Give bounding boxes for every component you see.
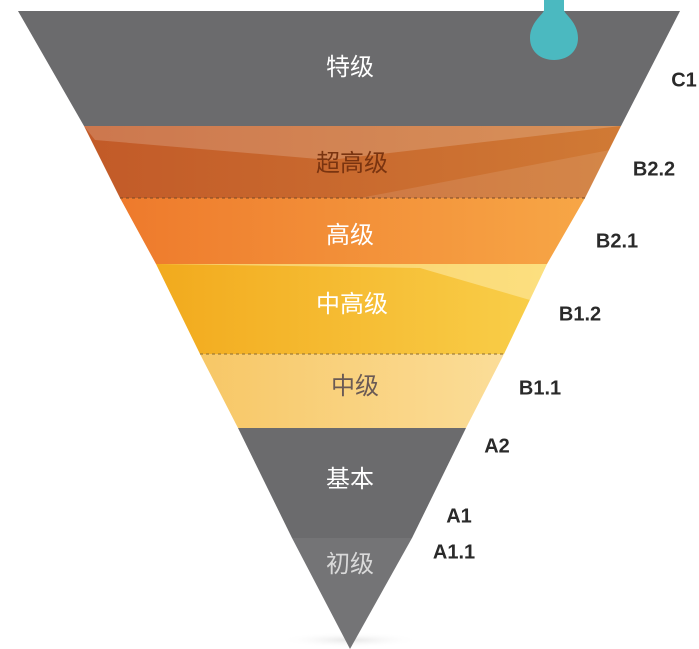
level-label-mid-high: 中高级 bbox=[316, 290, 388, 318]
level-code-a1-1: A1.1 bbox=[433, 541, 475, 563]
level-code-a2: A2 bbox=[484, 435, 510, 457]
level-label-special: 特级 bbox=[326, 53, 374, 81]
level-code-a1: A1 bbox=[446, 505, 472, 527]
band-high-sheen bbox=[360, 150, 610, 198]
teal-drop-icon bbox=[530, 0, 578, 60]
level-code-b2-2: B2.2 bbox=[633, 158, 675, 180]
level-label-basic: 基本 bbox=[326, 465, 374, 493]
band-middle bbox=[200, 354, 504, 428]
band-high bbox=[120, 198, 585, 264]
level-code-b1-1: B1.1 bbox=[519, 377, 561, 399]
level-label-super-high: 超高级 bbox=[316, 149, 388, 177]
level-label-beginner: 初级 bbox=[326, 550, 374, 578]
level-label-middle: 中级 bbox=[331, 372, 379, 400]
level-code-b2-1: B2.1 bbox=[596, 230, 638, 252]
level-code-b1-2: B1.2 bbox=[559, 303, 601, 325]
band-beginner bbox=[292, 538, 412, 649]
band-basic bbox=[238, 428, 466, 538]
level-label-high: 高级 bbox=[326, 221, 374, 249]
band-super-high bbox=[84, 126, 621, 198]
level-code-c1: C1 bbox=[671, 69, 697, 91]
band-mid-high-highlight bbox=[156, 264, 547, 300]
band-special bbox=[18, 11, 680, 126]
band-mid-high bbox=[156, 264, 547, 354]
band-super-high-highlight bbox=[84, 126, 621, 160]
